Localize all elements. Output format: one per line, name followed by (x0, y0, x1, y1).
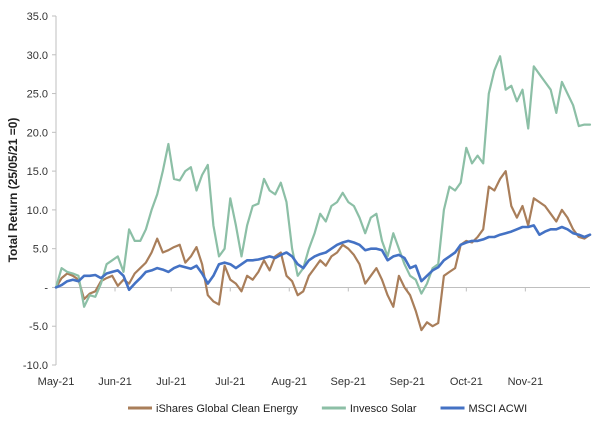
y-axis-ticks: -10.0-5.0-5.010.015.020.025.030.035.0 (23, 11, 56, 372)
y-tick-label: 10.0 (27, 205, 48, 217)
y-tick-label: -5.0 (29, 321, 48, 333)
legend-label-2: Invesco Solar (350, 403, 417, 415)
x-tick-label: Jul-21 (215, 376, 245, 388)
series-line-2 (54, 55, 592, 308)
series-layer (54, 55, 592, 332)
legend-label-1: iShares Global Clean Energy (156, 403, 298, 415)
x-tick-label: Nov-21 (508, 376, 543, 388)
x-tick-label: Jun-21 (98, 376, 132, 388)
legend-label-3: MSCI ACWI (469, 403, 528, 415)
y-tick-label: -10.0 (23, 360, 48, 372)
series-line-1 (54, 170, 592, 332)
x-tick-label: May-21 (38, 376, 75, 388)
x-tick-label: Aug-21 (272, 376, 307, 388)
y-tick-label: 15.0 (27, 166, 48, 178)
y-axis-title: Total Return (25/05/21 =0) (6, 118, 20, 263)
x-tick-label: Jul-21 (156, 376, 186, 388)
y-tick-label: 5.0 (33, 244, 48, 256)
x-tick-label: Sep-21 (390, 376, 425, 388)
x-axis-ticks: May-21 Jun-21 Jul-21 Jul-21 Aug-21 Sep-21 Sep-… (38, 287, 543, 388)
y-tick-label: 20.0 (27, 127, 48, 139)
legend: iShares Global Clean Energy Invesco Solar… (128, 403, 527, 415)
y-tick-label: 25.0 (27, 89, 48, 101)
x-tick-label: Oct-21 (450, 376, 483, 388)
series-line-3 (54, 224, 592, 292)
x-tick-label: Sep-21 (331, 376, 366, 388)
y-tick-label: 35.0 (27, 11, 48, 23)
y-tick-label: 30.0 (27, 50, 48, 62)
y-tick-label: - (44, 282, 48, 294)
